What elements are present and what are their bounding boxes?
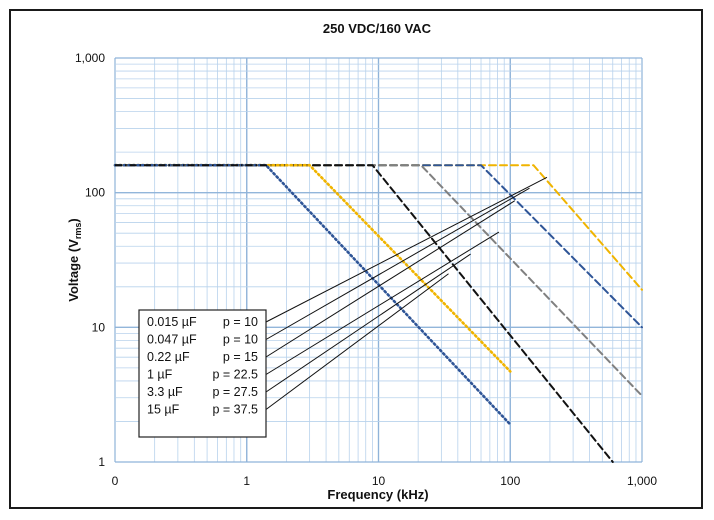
legend-capacitance: 1 µF (147, 368, 173, 382)
leader-line (265, 200, 515, 358)
x-tick-label: 1,000 (627, 474, 657, 488)
legend-pitch: p = 15 (223, 350, 258, 364)
leader-line (265, 273, 449, 410)
x-tick-label: 1 (243, 474, 250, 488)
y-axis-title: Voltage (Vrms) (66, 218, 83, 301)
y-tick-label: 1,000 (75, 51, 105, 65)
legend-pitch: p = 10 (223, 333, 258, 347)
y-tick-label: 100 (85, 186, 105, 200)
legend: 0.015 µF p = 10 0.047 µF p = 10 0.22 µF p = 1… (138, 309, 267, 438)
y-tick-label: 1 (98, 455, 105, 469)
series-line (114, 164, 614, 463)
legend-box (138, 309, 267, 438)
x-tick-label: 0 (112, 474, 119, 488)
y-axis-title-close: ) (66, 218, 81, 222)
series-layer (113, 163, 643, 463)
leader-line (265, 231, 500, 375)
leader-line (265, 253, 471, 393)
legend-pitch: p = 22.5 (212, 368, 258, 382)
x-axis-title: Frequency (kHz) (327, 487, 428, 502)
legend-capacitance: 15 µF (147, 403, 180, 417)
leader-lines (265, 176, 548, 410)
legend-capacitance: 3.3 µF (147, 385, 183, 399)
legend-pitch: p = 27.5 (212, 385, 258, 399)
x-tick-label: 10 (372, 474, 386, 488)
legend-capacitance: 0.22 µF (147, 350, 190, 364)
chart-title: 250 VDC/160 VAC (323, 21, 432, 36)
y-tick-label: 10 (92, 320, 106, 334)
y-axis-title-subscript: rms (73, 223, 83, 240)
y-axis-title-main: Voltage (V (66, 239, 81, 302)
legend-capacitance: 0.047 µF (147, 333, 197, 347)
legend-pitch: p = 10 (223, 315, 258, 329)
leader-line (265, 176, 548, 323)
x-tick-label: 100 (500, 474, 520, 488)
legend-pitch: p = 37.5 (212, 403, 258, 417)
legend-capacitance: 0.015 µF (147, 315, 197, 329)
leader-line (265, 187, 530, 340)
